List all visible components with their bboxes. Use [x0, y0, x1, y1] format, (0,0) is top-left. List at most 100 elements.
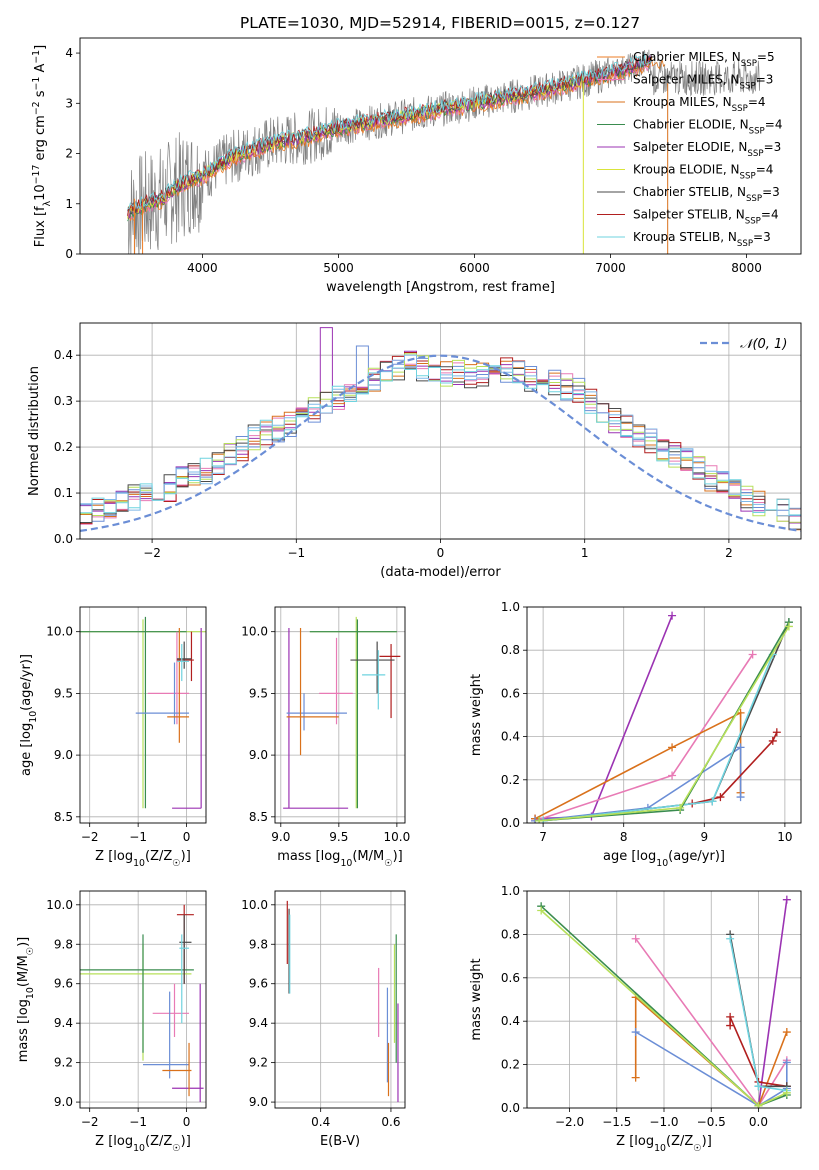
y-tick-label: 3 [65, 96, 73, 110]
error-bar [80, 619, 206, 809]
x-tick-label: 0 [183, 1115, 191, 1129]
y-tick-label: 9.0 [54, 748, 73, 762]
x-tick-label: −1 [287, 546, 305, 560]
x-tick-label: −1.0 [649, 1115, 678, 1129]
x-tick-label: 1 [581, 546, 589, 560]
mass-vs-ebv-panel: 0.4 0.6 9.0 9.2 9.4 9.6 9.8 10.0 E(B-V) [241, 890, 406, 1149]
x-tick-label: 10 [777, 830, 792, 844]
y-tick-label: 9.8 [54, 937, 73, 951]
error-bar [350, 641, 395, 694]
y-axis-label: Flux [fλ10−17 erg cm−2 s−1 A−1] [31, 45, 53, 247]
model-spectrum [127, 54, 652, 217]
x-axis-label: age [log10(age/yr)] [603, 849, 725, 869]
y-tick-label: 10.0 [46, 625, 73, 639]
series [535, 622, 793, 823]
series [754, 895, 791, 1108]
y-tick-label: 8.5 [54, 810, 73, 824]
error-bar [362, 650, 386, 710]
model-spectrum [127, 55, 666, 218]
error-bars [80, 904, 204, 1103]
data-point [726, 1021, 735, 1030]
x-tick-label: −0.5 [697, 1115, 726, 1129]
ticks: −2 −1 0 8.5 9.0 9.5 10.0 [46, 625, 190, 844]
data-point [668, 743, 677, 752]
error-bar [172, 627, 202, 809]
y-axis-label: mass [log10(M/M☉)] [16, 937, 36, 1063]
residuals-panel: −2 −1 0 1 2 0.0 0.1 0.2 0.3 0.4 (data-model)/error… [27, 322, 802, 580]
data-point [726, 934, 735, 943]
error-bar [286, 693, 347, 731]
data-point [668, 611, 677, 620]
data-point [537, 906, 546, 915]
y-axis-label: age [log10(age/yr)] [19, 654, 39, 776]
error-bar [179, 934, 190, 1024]
axes-frame [79, 322, 802, 540]
x-axis-label: E(B-V) [320, 1134, 360, 1149]
data-point [736, 793, 745, 802]
legend-entry: Kroupa MILES, NSSP=4 [633, 95, 766, 114]
y-tick-label: 9.6 [249, 977, 268, 991]
ticks: −2 −1 0 9.0 9.2 9.4 9.6 9.8 10.0 [46, 898, 190, 1129]
x-tick-label: 7 [539, 830, 547, 844]
data-point [768, 736, 777, 745]
y-tick-label: 9.0 [54, 1095, 73, 1109]
x-axis-label: Z [log10(Z/Z☉)] [616, 1134, 712, 1154]
x-tick-label: −2 [81, 830, 99, 844]
model-spectrum [127, 62, 652, 220]
data-point [736, 743, 745, 752]
error-bar [176, 641, 192, 669]
error-bar [152, 983, 190, 1037]
age-vs-z-panel: −2 −1 0 8.5 9.0 9.5 10.0 Z [log10(Z/Z☉)] age [lo… [19, 606, 207, 869]
legend-entry: Salpeter STELIB, NSSP=4 [633, 208, 779, 227]
error-bar [135, 662, 190, 725]
data-point [754, 1101, 763, 1108]
model-spectrum [127, 53, 652, 211]
y-tick-label: 0.0 [54, 532, 73, 546]
y-tick-label: 9.0 [249, 1095, 268, 1109]
ticks: −2.0 −1.5 −1.0 −0.5 0.0 0.0 0.2 0.4 0.6 0.8 1.0 [501, 884, 768, 1129]
y-tick-label: 1 [65, 197, 73, 211]
y-tick-label: 9.5 [249, 686, 268, 700]
axes-frame [526, 606, 802, 824]
error-bars [283, 616, 401, 809]
error-bars [286, 900, 399, 1103]
error-bar [162, 1042, 192, 1097]
ticks: −2 −1 0 1 2 0.0 0.1 0.2 0.3 0.4 [54, 348, 733, 560]
x-tick-label: 10.0 [384, 830, 411, 844]
x-axis-label: mass [log10(M/M☉)] [277, 849, 403, 869]
y-axis-label: mass weight [469, 958, 484, 1040]
ticks: 4000 5000 6000 7000 8000 0 1 2 3 4 [65, 46, 761, 275]
data-point [708, 797, 717, 806]
y-tick-label: 9.6 [54, 977, 73, 991]
y-tick-label: 0.8 [501, 643, 520, 657]
plot-area [283, 616, 401, 809]
y-tick-label: 9.4 [249, 1016, 268, 1030]
x-axis-label: Z [log10(Z/Z☉)] [95, 849, 191, 869]
x-tick-label: 0.6 [381, 1115, 400, 1129]
data-point [782, 1028, 791, 1037]
data-point [726, 1012, 735, 1021]
legend-entry: Kroupa STELIB, NSSP=3 [633, 230, 771, 249]
axes-frame [79, 890, 207, 1109]
data-point [631, 934, 640, 943]
axes-frame [79, 606, 207, 824]
x-tick-label: 0.4 [311, 1115, 330, 1129]
plot-area [531, 611, 793, 823]
y-tick-label: 0.6 [501, 686, 520, 700]
y-tick-label: 0.2 [501, 1058, 520, 1072]
legend-entry: Chabrier ELODIE, NSSP=4 [633, 118, 782, 137]
x-tick-label: 2 [725, 546, 733, 560]
y-axis-label: Normed distribution [27, 366, 42, 496]
error-bar [147, 631, 190, 725]
y-axis-label: mass weight [469, 674, 484, 756]
data-point [631, 1073, 640, 1082]
y-tick-label: 0.8 [501, 927, 520, 941]
plot-area [80, 616, 206, 809]
massweight-vs-z-panel: −2.0 −1.5 −1.0 −0.5 0.0 0.0 0.2 0.4 0.6 0.8 1.0 Z [… [469, 884, 802, 1154]
y-tick-label: 0.2 [54, 440, 73, 454]
ticks: 9.0 9.5 10.08.59.09.510.0 [241, 625, 410, 844]
x-tick-label: −2 [143, 546, 161, 560]
series [539, 618, 793, 823]
